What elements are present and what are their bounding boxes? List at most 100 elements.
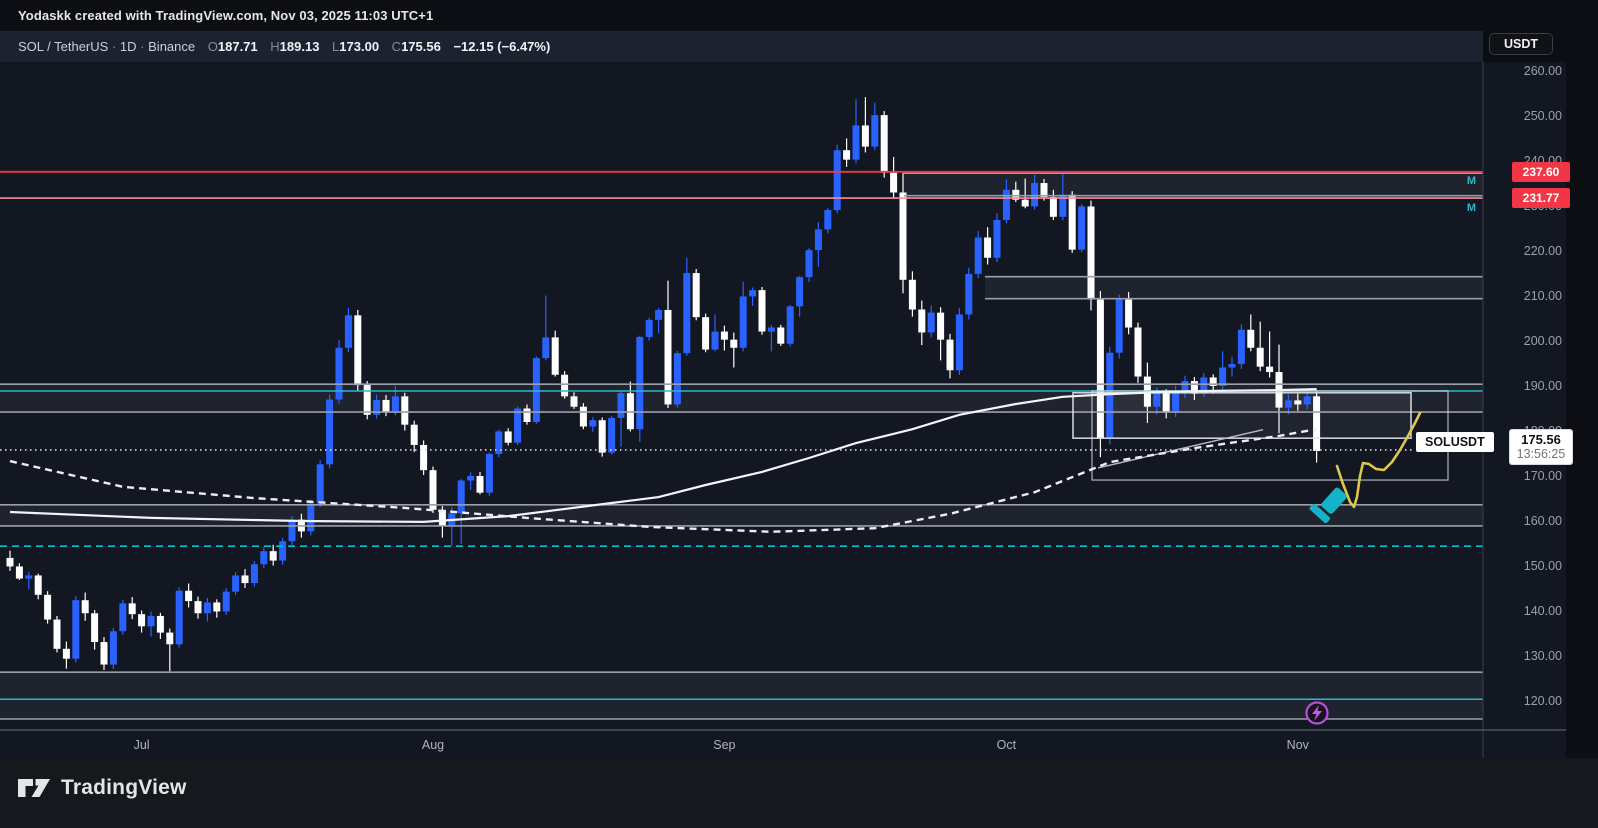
attribution-bar: Yodaskk created with TradingView.com, No… bbox=[0, 0, 1598, 31]
candle bbox=[316, 464, 324, 504]
month-tick: Jul bbox=[134, 738, 150, 752]
symbol-legend-row[interactable]: SOL / TetherUS · 1D · Binance O187.71 H1… bbox=[0, 31, 1483, 62]
gavel-icon[interactable] bbox=[1309, 486, 1348, 524]
candle bbox=[119, 603, 127, 632]
tradingview-logo[interactable]: TradingView bbox=[16, 774, 187, 802]
candle bbox=[1106, 352, 1114, 438]
time-axis[interactable]: Jul Aug Sep Oct Nov bbox=[134, 738, 1310, 752]
candle bbox=[974, 237, 982, 274]
symbol-name[interactable]: SOL / TetherUS bbox=[18, 39, 109, 54]
footer-bar: TradingView bbox=[0, 758, 1598, 828]
price-tick: 190.00 bbox=[1524, 379, 1562, 393]
candle bbox=[100, 642, 108, 665]
candle bbox=[1078, 206, 1086, 250]
candle bbox=[194, 601, 202, 614]
candle bbox=[1068, 194, 1076, 250]
candle bbox=[391, 396, 399, 412]
currency-toggle-button[interactable]: USDT bbox=[1489, 33, 1554, 55]
price-alert-badge-237[interactable]: 237.60 bbox=[1512, 162, 1570, 182]
open-value: 187.71 bbox=[217, 39, 258, 54]
candle bbox=[354, 315, 362, 386]
candle bbox=[937, 312, 945, 340]
candle bbox=[185, 590, 193, 602]
candle bbox=[570, 396, 578, 407]
price-tick: 170.00 bbox=[1524, 469, 1562, 483]
candle bbox=[551, 337, 559, 375]
candle bbox=[608, 417, 616, 453]
zone-188[interactable] bbox=[0, 384, 1483, 413]
candle bbox=[335, 347, 343, 400]
close-value: 175.56 bbox=[401, 39, 441, 54]
candle bbox=[457, 480, 465, 514]
price-tick: 140.00 bbox=[1524, 604, 1562, 618]
month-tick: Sep bbox=[713, 738, 735, 752]
candle bbox=[561, 374, 569, 397]
candle bbox=[373, 399, 381, 415]
candle bbox=[109, 631, 117, 665]
candle bbox=[485, 453, 493, 493]
candle bbox=[918, 309, 926, 333]
candle bbox=[852, 125, 860, 160]
price-tick: 160.00 bbox=[1524, 514, 1562, 528]
last-price-value: 175.56 bbox=[1521, 432, 1561, 447]
monthly-level-marker: M bbox=[1467, 175, 1476, 187]
zone-235[interactable] bbox=[904, 173, 1483, 196]
zone-212[interactable] bbox=[985, 276, 1483, 299]
consolidation-box[interactable] bbox=[1072, 391, 1412, 440]
candle bbox=[767, 327, 775, 332]
candle bbox=[1284, 400, 1292, 408]
candle bbox=[1237, 329, 1245, 364]
candles bbox=[6, 97, 1321, 672]
candle bbox=[138, 614, 146, 627]
candle bbox=[1294, 400, 1302, 405]
month-tick: Nov bbox=[1287, 738, 1310, 752]
zone-161[interactable] bbox=[0, 504, 1483, 526]
candle bbox=[260, 551, 268, 565]
candle bbox=[908, 279, 916, 310]
price-tick: 150.00 bbox=[1524, 559, 1562, 573]
candle bbox=[1219, 367, 1227, 386]
price-alert-badge-231[interactable]: 231.77 bbox=[1512, 188, 1570, 208]
candle bbox=[1096, 299, 1104, 438]
candle bbox=[749, 290, 757, 297]
candle bbox=[279, 541, 287, 561]
candle bbox=[514, 408, 522, 443]
candle bbox=[1049, 197, 1057, 217]
price-tick: 250.00 bbox=[1524, 109, 1562, 123]
candle bbox=[1172, 390, 1180, 413]
candle bbox=[438, 509, 446, 527]
candle bbox=[664, 309, 672, 405]
price-axis[interactable]: 260.00250.00240.00230.00220.00210.00200.… bbox=[1524, 64, 1562, 708]
candle bbox=[250, 564, 258, 584]
candle bbox=[128, 603, 136, 615]
attribution-text: Yodaskk created with TradingView.com, No… bbox=[18, 8, 434, 23]
candle bbox=[598, 420, 606, 453]
interval-label[interactable]: 1D bbox=[119, 39, 137, 54]
candle bbox=[175, 590, 183, 645]
candle bbox=[946, 339, 954, 371]
candle bbox=[410, 424, 418, 445]
candle bbox=[1313, 396, 1321, 451]
candle bbox=[232, 575, 240, 592]
candle bbox=[645, 319, 653, 337]
high-label: H bbox=[270, 39, 280, 54]
candle bbox=[702, 317, 710, 350]
candle bbox=[476, 476, 484, 493]
price-tick: 260.00 bbox=[1524, 64, 1562, 78]
price-chart-canvas[interactable]: MM260.00250.00240.00230.00220.00210.0020… bbox=[0, 62, 1598, 758]
candle bbox=[683, 273, 691, 354]
candle bbox=[1012, 189, 1020, 200]
candle bbox=[1021, 199, 1029, 207]
candle bbox=[814, 229, 822, 251]
candle bbox=[786, 306, 794, 344]
trendline[interactable] bbox=[1097, 428, 1264, 469]
brush-projection[interactable] bbox=[1335, 411, 1422, 509]
candle bbox=[147, 615, 155, 627]
candle bbox=[523, 408, 531, 422]
last-price-label[interactable]: 175.56 13:56:25 bbox=[1510, 430, 1572, 464]
candle bbox=[81, 600, 89, 614]
zone-121[interactable] bbox=[0, 672, 1483, 719]
candle bbox=[25, 575, 33, 579]
candle bbox=[1209, 377, 1217, 386]
